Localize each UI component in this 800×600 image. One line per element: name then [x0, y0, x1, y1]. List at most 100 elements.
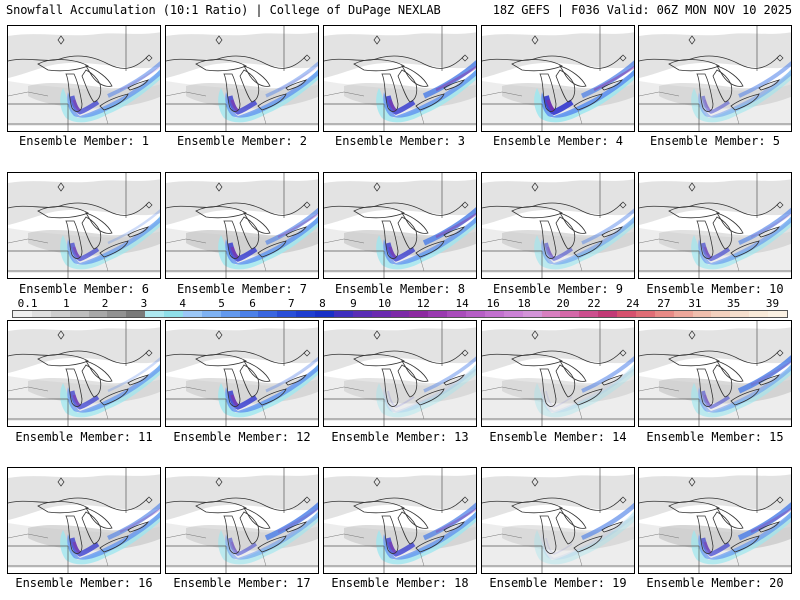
colorbar-tick-label: 18 [517, 297, 531, 310]
colorbar-tick-label: 22 [587, 297, 601, 310]
colorbar-segment [484, 311, 504, 317]
colorbar-tick-label: 8 [319, 297, 326, 310]
colorbar-segment [31, 311, 51, 317]
colorbar-tick-label: 3 [140, 297, 148, 310]
ensemble-member-map [323, 467, 477, 574]
ensemble-member-map [481, 25, 635, 132]
ensemble-member-map [481, 467, 635, 574]
colorbar-tick-label: 35 [727, 297, 741, 310]
colorbar-tick-label: 4 [179, 297, 187, 310]
colorbar-segment [730, 311, 750, 317]
colorbar-segment [560, 311, 580, 317]
colorbar-segment [371, 311, 391, 317]
colorbar-labels: 0.1 1 2 3 4 5 6 7 8 9 10 12 14 16 18 20 22 24 27 31 35 39 [12, 297, 788, 310]
colorbar-segment [749, 311, 768, 317]
ensemble-member-map [165, 320, 319, 427]
colorbar-segment [768, 311, 787, 317]
ensemble-member-caption: Ensemble Member: 8 [334, 282, 466, 296]
colorbar-segment [447, 311, 466, 317]
ensemble-member-caption: Ensemble Member: 7 [176, 282, 308, 296]
colorbar-tick-label: 14 [455, 297, 469, 310]
colorbar-segment [182, 311, 202, 317]
ensemble-member-caption: Ensemble Member: 13 [331, 430, 469, 444]
ensemble-member-caption: Ensemble Member: 4 [492, 134, 624, 148]
ensemble-member-map [638, 25, 792, 132]
colorbar-tick-label: 12 [416, 297, 430, 310]
ensemble-member-caption: Ensemble Member: 18 [331, 576, 469, 590]
colorbar-segment [88, 311, 108, 317]
colorbar-tick-label: 27 [657, 297, 671, 310]
colorbar-segment [201, 311, 221, 317]
colorbar-segment [296, 311, 315, 317]
ensemble-member-caption: Ensemble Member: 15 [646, 430, 784, 444]
colorbar-segment [258, 311, 278, 317]
colorbar-segment [277, 311, 297, 317]
colorbar-tick-label: 39 [765, 297, 780, 310]
colorbar-segment [164, 311, 183, 317]
colorbar-segment [145, 311, 164, 317]
colorbar-segment [333, 311, 353, 317]
ensemble-member-caption: Ensemble Member: 14 [489, 430, 627, 444]
ensemble-member-caption: Ensemble Member: 20 [646, 576, 784, 590]
ensemble-member-map [323, 172, 477, 279]
colorbar-tick-label: 20 [556, 297, 570, 310]
ensemble-member-map [7, 320, 161, 427]
colorbar-segment [390, 311, 410, 317]
colorbar-segment [598, 311, 617, 317]
ensemble-member-map [481, 172, 635, 279]
model-run-info: 18Z GEFS | F036 Valid: 06Z MON NOV 10 20… [492, 3, 792, 17]
ensemble-member-map [7, 172, 161, 279]
ensemble-member-caption: Ensemble Member: 11 [15, 430, 153, 444]
ensemble-member-caption: Ensemble Member: 17 [173, 576, 311, 590]
colorbar-segment [692, 311, 712, 317]
colorbar-segment [579, 311, 599, 317]
ensemble-member-map [165, 172, 319, 279]
colorbar-segment [126, 311, 146, 317]
ensemble-member-caption: Ensemble Member: 5 [649, 134, 781, 148]
colorbar-segment [654, 311, 674, 317]
ensemble-member-map [638, 172, 792, 279]
colorbar-tick-label: 0.1 [17, 297, 38, 310]
colorbar-segment [466, 311, 485, 317]
colorbar-segment [428, 311, 448, 317]
ensemble-member-caption: Ensemble Member: 16 [15, 576, 153, 590]
colorbar-segment [673, 311, 693, 317]
colorbar-segment [13, 311, 32, 317]
colorbar-tick-label: 10 [377, 297, 392, 310]
snowfall-colorbar [12, 310, 788, 318]
colorbar-segment [315, 311, 334, 317]
colorbar-tick-label: 7 [288, 297, 295, 310]
colorbar-segment [635, 311, 655, 317]
map-title: Snowfall Accumulation (10:1 Ratio) | Col… [6, 3, 441, 17]
ensemble-member-caption: Ensemble Member: 6 [18, 282, 150, 296]
colorbar-segment [69, 311, 89, 317]
colorbar-segment [220, 311, 240, 317]
ensemble-member-map [323, 25, 477, 132]
ensemble-member-caption: Ensemble Member: 3 [334, 134, 466, 148]
colorbar-tick-label: 5 [218, 297, 225, 310]
ensemble-member-map [638, 467, 792, 574]
ensemble-member-caption: Ensemble Member: 1 [18, 134, 150, 148]
colorbar-segment [239, 311, 259, 317]
ensemble-member-map [481, 320, 635, 427]
ensemble-member-caption: Ensemble Member: 10 [646, 282, 784, 296]
colorbar-segment [352, 311, 372, 317]
colorbar-segment [409, 311, 429, 317]
ensemble-member-map [165, 467, 319, 574]
colorbar-tick-label: 9 [350, 297, 357, 310]
colorbar-tick-label: 6 [249, 297, 256, 310]
colorbar-tick-label: 31 [688, 297, 702, 310]
ensemble-member-map [638, 320, 792, 427]
ensemble-member-map [7, 25, 161, 132]
colorbar-segment [617, 311, 636, 317]
colorbar-segment [107, 311, 127, 317]
ensemble-member-caption: Ensemble Member: 12 [173, 430, 311, 444]
ensemble-member-caption: Ensemble Member: 19 [489, 576, 627, 590]
ensemble-member-map [165, 25, 319, 132]
ensemble-member-map [7, 467, 161, 574]
ensemble-member-caption: Ensemble Member: 9 [492, 282, 624, 296]
colorbar-tick-label: 24 [626, 297, 640, 310]
ensemble-member-map [323, 320, 477, 427]
ensemble-member-caption: Ensemble Member: 2 [176, 134, 308, 148]
colorbar-tick-label: 16 [486, 297, 500, 310]
